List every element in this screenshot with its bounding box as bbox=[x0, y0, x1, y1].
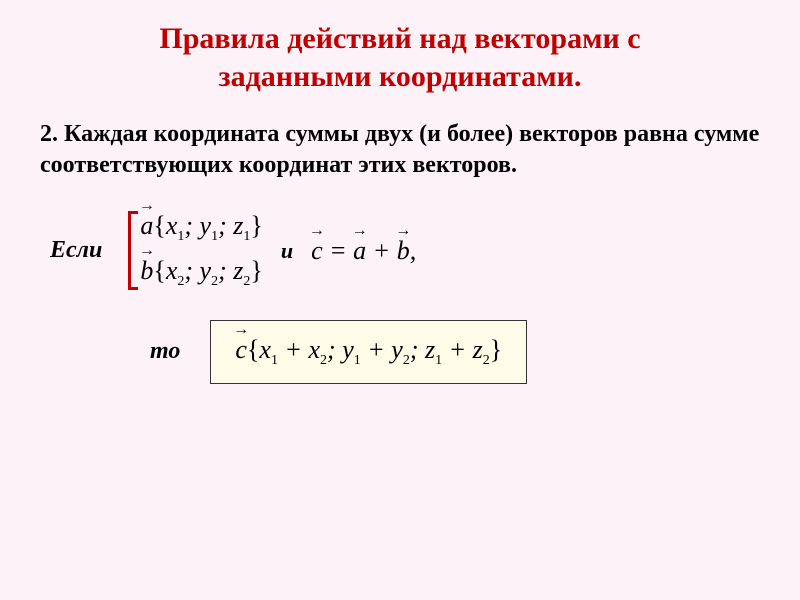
and-label: и bbox=[281, 238, 293, 264]
sum-equation: c = a + b, bbox=[311, 236, 416, 266]
vector-c-result: c{x1 + x2; y1 + y2; z1 + z2} bbox=[235, 335, 502, 364]
rule-text-content: 2. Каждая координата суммы двух (и более… bbox=[40, 121, 759, 178]
result-row: то c{x1 + x2; y1 + y2; z1 + z2} bbox=[40, 320, 760, 384]
result-box: c{x1 + x2; y1 + y2; z1 + z2} bbox=[210, 320, 527, 384]
condition-row: Если a{x1; y1; z1} b{x2; y2; z2} и c = a… bbox=[40, 211, 760, 289]
vector-a: a{x1; y1; z1} bbox=[140, 211, 263, 245]
slide-title: Правила действий над векторами с заданны… bbox=[40, 20, 760, 95]
title-line-2: заданными координатами. bbox=[219, 60, 582, 93]
bracket-group: a{x1; y1; z1} b{x2; y2; z2} bbox=[120, 211, 263, 289]
rule-text: 2. Каждая координата суммы двух (и более… bbox=[40, 119, 760, 181]
vector-a-name: a bbox=[140, 211, 153, 241]
vector-stack: a{x1; y1; z1} b{x2; y2; z2} bbox=[140, 211, 263, 289]
vector-b-name: b bbox=[140, 256, 153, 286]
if-label: Если bbox=[50, 237, 102, 264]
left-bracket bbox=[120, 211, 136, 289]
slide: Правила действий над векторами с заданны… bbox=[0, 0, 800, 600]
vector-b: b{x2; y2; z2} bbox=[140, 256, 263, 290]
title-line-1: Правила действий над векторами с bbox=[159, 22, 640, 55]
then-label: то bbox=[150, 338, 180, 365]
